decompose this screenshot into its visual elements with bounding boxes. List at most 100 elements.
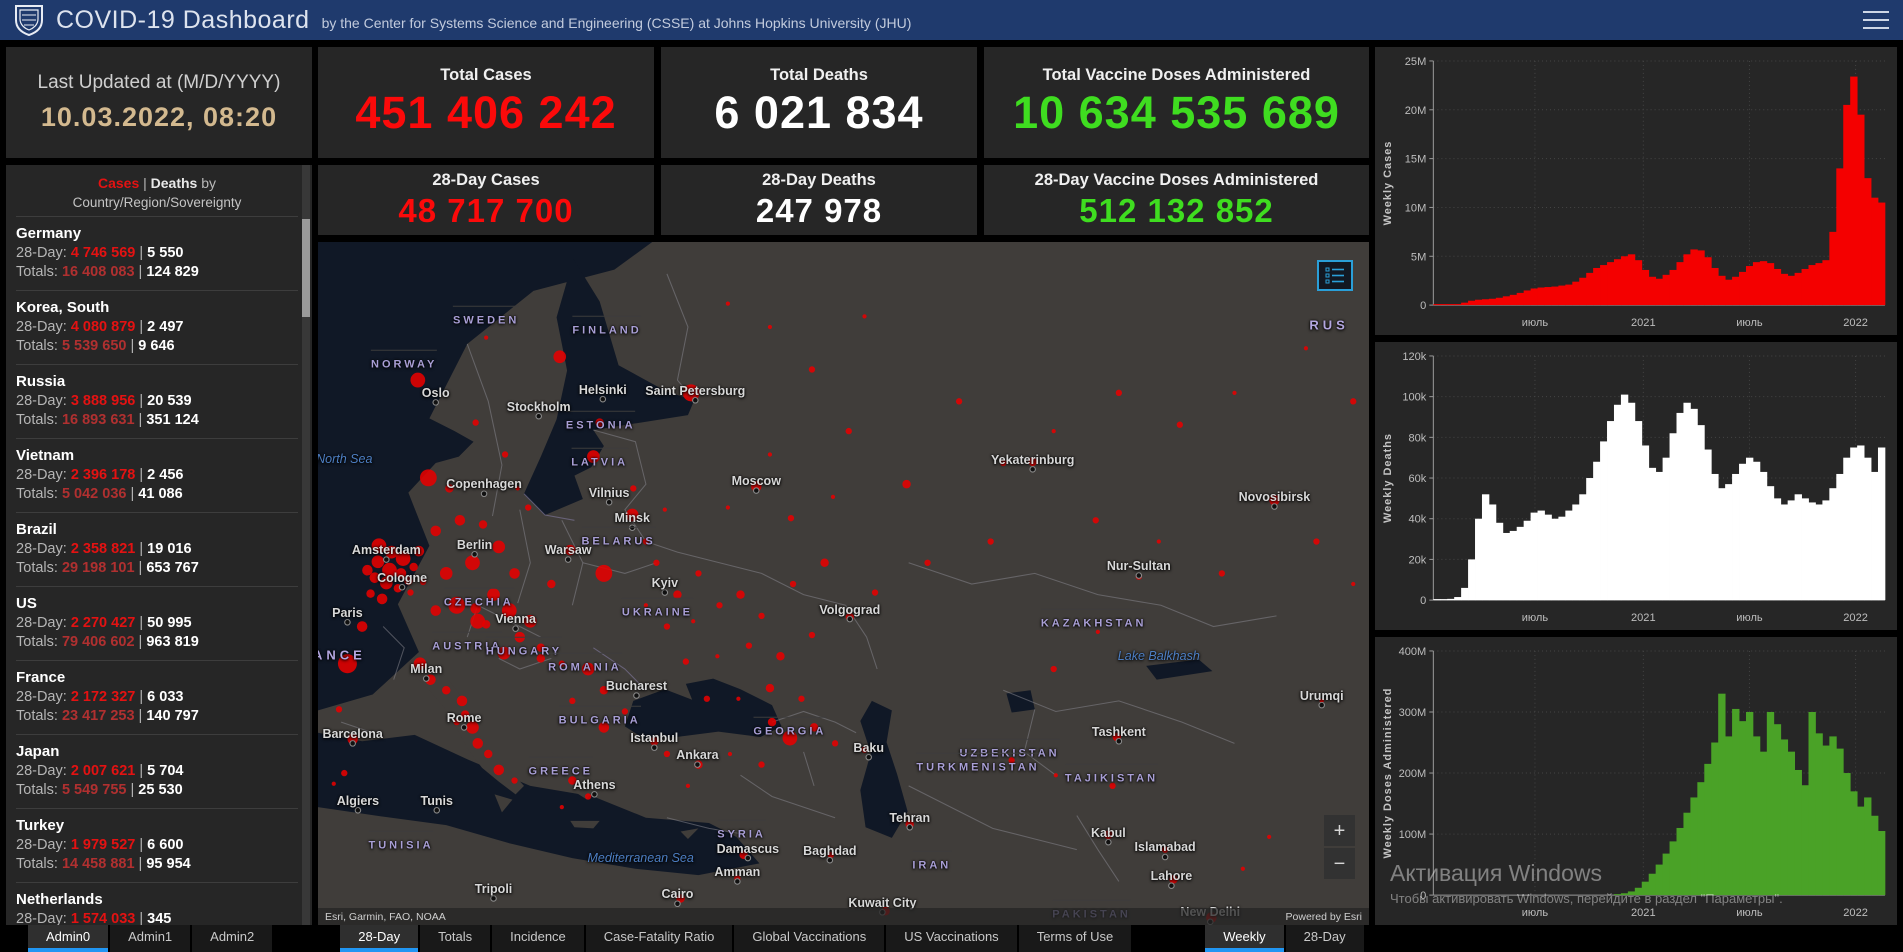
tab-28-day[interactable]: 28-Day [340,925,419,952]
country-row-brazil[interactable]: Brazil 28-Day: 2 358 821 | 19 016 Totals… [16,512,298,586]
country-row-vietnam[interactable]: Vietnam 28-Day: 2 396 178 | 2 456 Totals… [16,438,298,512]
list-scrollbar[interactable] [302,165,310,925]
country-name: Russia [16,373,66,391]
country-name: Vietnam [16,447,75,465]
chart-weekly-doses-administered: 0 100M 200M 300M 400M июль 2021 июль 2022 Weekly … [1375,637,1897,925]
svg-text:июль: июль [1736,907,1763,919]
svg-text:2021: 2021 [1631,317,1656,329]
svg-text:0: 0 [1420,890,1426,902]
zoom-in-button[interactable]: + [1324,815,1355,846]
last-updated-value: 10.03.2022, 08:20 [40,102,278,132]
tab-group-1: Admin0 Admin1 Admin2 [28,925,273,952]
country-name: France [16,669,66,687]
svg-text:80k: 80k [1408,432,1426,444]
svg-text:400M: 400M [1399,646,1427,658]
layer-list-button[interactable] [1317,260,1353,291]
chart-weekly-cases: 0 5M 10M 15M 20M 25M июль 2021 июль 2022 Weekly Ca… [1375,47,1897,335]
stat-28-day-cases: 28-Day Cases 48 717 700 [318,165,654,235]
world-map[interactable]: SWEDEN FINLAND NORWAY ESTONIA LATVIA BELARUS C… [318,242,1369,925]
stat-28-day-vaccine-doses-administered: 28-Day Vaccine Doses Administered 512 13… [984,165,1369,235]
powered-by-esri: Powered by Esri [1285,910,1362,923]
country-name: Germany [16,225,82,242]
svg-text:120k: 120k [1402,351,1426,363]
svg-text:Weekly Deaths: Weekly Deaths [1382,433,1394,523]
tab-admin0[interactable]: Admin0 [28,925,109,952]
app-header: COVID-19 Dashboard by the Center for Sys… [0,0,1903,40]
stat-total-vaccine-doses-administered: Total Vaccine Doses Administered 10 634 … [984,47,1369,158]
svg-text:5M: 5M [1411,251,1426,263]
tab-us-vaccinations[interactable]: US Vaccinations [886,925,1017,952]
country-row-germany[interactable]: Germany 28-Day: 4 746 569 | 5 550 Totals… [16,216,298,290]
chart-weekly-deaths: 0 20k 40k 60k 80k 100k 120k июль 2021 июль 2022 Wee… [1375,342,1897,630]
svg-text:2021: 2021 [1631,612,1656,624]
tab-totals[interactable]: Totals [420,925,491,952]
tab-admin1[interactable]: Admin1 [110,925,191,952]
svg-text:2022: 2022 [1843,612,1868,624]
svg-text:20M: 20M [1405,105,1427,117]
svg-text:40k: 40k [1408,514,1426,526]
country-name: Brazil [16,521,57,539]
svg-text:июль: июль [1522,317,1549,329]
svg-text:2021: 2021 [1631,907,1656,919]
country-name: Japan [16,743,60,761]
country-row-us[interactable]: US 28-Day: 2 270 427 | 50 995 Totals: 79… [16,586,298,660]
country-row-turkey[interactable]: Turkey 28-Day: 1 979 527 | 6 600 Totals:… [16,808,298,882]
country-name: US [16,595,37,613]
list-subheader: Country/Region/Sovereignty [72,195,242,210]
map-zoom-controls: + − [1324,815,1355,879]
tab-admin2[interactable]: Admin2 [192,925,273,952]
country-name: Turkey [16,817,65,835]
tab-group-3: Weekly 28-Day [1205,925,1364,952]
zoom-out-button[interactable]: − [1324,848,1355,879]
svg-text:200M: 200M [1399,768,1427,780]
svg-text:0: 0 [1420,595,1426,607]
svg-text:25M: 25M [1405,56,1427,68]
svg-text:2022: 2022 [1843,907,1868,919]
bottom-tab-bar: Admin0 Admin1 Admin2 28-Day Totals Incidence C… [0,925,1903,952]
svg-text:Weekly Doses Administered: Weekly Doses Administered [1382,688,1394,859]
jhu-logo-icon [15,5,43,36]
country-row-japan[interactable]: Japan 28-Day: 2 007 621 | 5 704 Totals: … [16,734,298,808]
page-title: COVID-19 Dashboard [56,5,310,34]
svg-text:60k: 60k [1408,473,1426,485]
country-row-france[interactable]: France 28-Day: 2 172 327 | 6 033 Totals:… [16,660,298,734]
layer-list-icon [1325,267,1344,284]
svg-text:20k: 20k [1408,554,1426,566]
country-name: Netherlands [16,891,103,909]
svg-text:100M: 100M [1399,829,1427,841]
tab-group-2: 28-Day Totals Incidence Case-Fatality Ratio… [340,925,1132,952]
tab-terms-of-use[interactable]: Terms of Use [1018,925,1132,952]
charts-column: 0 5M 10M 15M 20M 25M июль 2021 июль 2022 Weekly Ca… [1375,47,1897,925]
tab-case-fatality-ratio[interactable]: Case-Fatality Ratio [585,925,733,952]
country-row-russia[interactable]: Russia 28-Day: 3 888 956 | 20 539 Totals… [16,364,298,438]
tab-weekly[interactable]: Weekly [1205,925,1284,952]
city-markers-layer [344,395,1325,925]
tab-global-vaccinations[interactable]: Global Vaccinations [734,925,885,952]
country-list: Germany 28-Day: 4 746 569 | 5 550 Totals… [16,216,298,925]
menu-icon[interactable] [1863,11,1889,29]
totals-stats-row: Total Cases 451 406 242 Total Deaths 6 02… [318,47,1369,158]
svg-text:июль: июль [1522,612,1549,624]
map-geometry [318,242,1369,925]
scrollbar-thumb[interactable] [302,219,310,317]
svg-text:июль: июль [1522,907,1549,919]
svg-text:0: 0 [1420,300,1426,312]
svg-text:100k: 100k [1402,392,1426,404]
covid-dots-layer[interactable] [331,301,1357,923]
page-subtitle: by the Center for Systems Science and En… [321,15,912,31]
last-updated-panel: Last Updated at (M/D/YYYY) 10.03.2022, 0… [6,47,312,158]
svg-text:Weekly Cases: Weekly Cases [1382,141,1394,226]
tab-incidence[interactable]: Incidence [492,925,584,952]
svg-text:10M: 10M [1405,202,1427,214]
country-row-netherlands[interactable]: Netherlands 28-Day: 1 574 033 | 345 Tota… [16,882,298,925]
tab-28-day[interactable]: 28-Day [1285,925,1364,952]
stat-28-day-deaths: 28-Day Deaths 247 978 [661,165,977,235]
svg-text:300M: 300M [1399,707,1427,719]
svg-text:июль: июль [1736,317,1763,329]
svg-text:15M: 15M [1405,154,1427,166]
list-header: Cases | Deaths by [97,175,217,191]
28day-stats-row: 28-Day Cases 48 717 700 28-Day Deaths 247… [318,165,1369,235]
stat-total-cases: Total Cases 451 406 242 [318,47,654,158]
svg-text:2022: 2022 [1843,317,1868,329]
country-row-korea-south[interactable]: Korea, South 28-Day: 4 080 879 | 2 497 T… [16,290,298,364]
